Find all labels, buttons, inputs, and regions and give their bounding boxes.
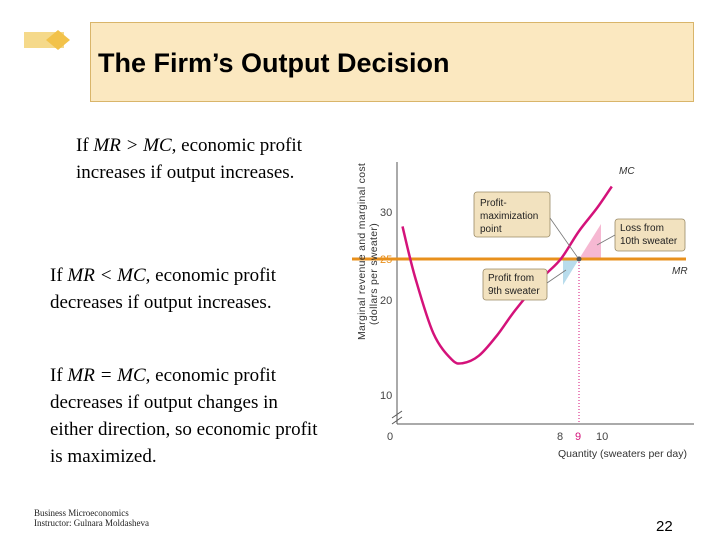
callout-loss-10th: Loss from 10th sweater: [596, 218, 686, 252]
y-axis-label: Marginal revenue and marginal cost: [356, 163, 368, 340]
svg-text:Profit from: Profit from: [488, 273, 534, 284]
y-tick-30: 30: [380, 207, 392, 219]
callout-profit-9th: Profit from 9th sweater: [482, 268, 567, 301]
title-banner: [90, 22, 694, 102]
x-tick-10: 10: [596, 431, 608, 443]
title-diamond-decoration: [24, 28, 74, 57]
paragraph-mr-equal-mc: If MR = MC, economic profit decreases if…: [50, 362, 320, 470]
y-tick-25: 25: [380, 254, 392, 266]
loss-area: [579, 224, 601, 259]
p3-body: , economic profit decreases if output ch…: [50, 365, 318, 467]
svg-text:point: point: [480, 224, 502, 235]
svg-text:10th sweater: 10th sweater: [620, 236, 678, 247]
x-tick-8: 8: [557, 431, 563, 443]
y-axis-label-units: (dollars per sweater): [368, 223, 380, 325]
x-tick-9: 9: [575, 431, 581, 443]
p3-condition: MR = MC: [67, 365, 146, 386]
p3-prefix: If: [50, 365, 68, 386]
svg-text:9th sweater: 9th sweater: [488, 286, 540, 297]
p2-condition: MR < MC: [67, 265, 146, 286]
x-tick-0: 0: [387, 431, 393, 443]
mc-label: MC: [619, 166, 635, 177]
slide-title: The Firm’s Output Decision: [98, 48, 450, 78]
mr-label: MR: [672, 266, 688, 277]
callout-profit-max: Profit- maximization point: [473, 191, 579, 259]
p1-body: , economic profit increases if output in…: [76, 135, 302, 183]
p1-prefix: If: [76, 135, 94, 156]
footer-instructor: Instructor: Gulnara Moldasheva: [34, 518, 149, 528]
footer-course: Business Microeconomics: [34, 508, 129, 518]
svg-text:Profit-: Profit-: [480, 198, 507, 209]
svg-text:maximization: maximization: [480, 211, 538, 222]
x-axis-label: Quantity (sweaters per day): [558, 448, 687, 460]
paragraph-mr-less-mc: If MR < MC, economic profit decreases if…: [50, 262, 320, 316]
paragraph-mr-greater-mc: If MR > MC, economic profit increases if…: [76, 132, 326, 186]
page-number: 22: [656, 518, 673, 535]
p1-condition: MR > MC: [93, 135, 172, 156]
axis-break-icon: [391, 410, 403, 425]
p2-body: , economic profit decreases if output in…: [50, 265, 276, 313]
footer: Business Microeconomics Instructor: Guln…: [34, 508, 149, 528]
y-tick-20: 20: [380, 295, 392, 307]
profit-area: [563, 259, 579, 285]
mc-curve: [401, 185, 613, 365]
svg-text:Loss from: Loss from: [620, 223, 664, 234]
p2-prefix: If: [50, 265, 68, 286]
y-tick-10: 10: [380, 390, 392, 402]
